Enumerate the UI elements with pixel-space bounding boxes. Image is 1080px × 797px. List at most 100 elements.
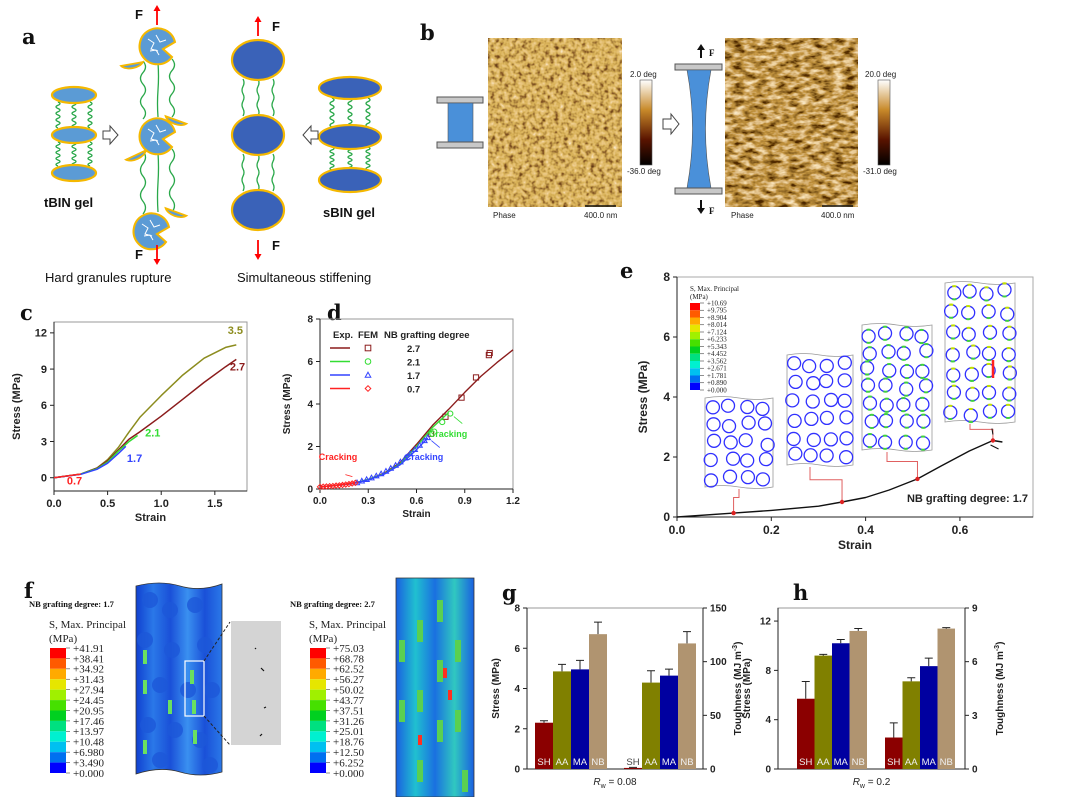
colorbar-band <box>50 710 66 721</box>
right-y-axis-label: Toughness (MJ m-3) <box>732 642 744 736</box>
particle-circle <box>839 410 854 425</box>
annotation-pointer <box>453 416 463 424</box>
colorbar-value: +10.48 <box>73 737 104 749</box>
colorbar-band <box>310 752 326 763</box>
force-arrowhead-icon <box>153 5 161 11</box>
particle-circle <box>786 356 802 371</box>
colorbar-value: +68.78 <box>333 653 364 665</box>
particle <box>164 642 180 658</box>
particle <box>137 632 153 648</box>
bar-SH <box>535 722 553 769</box>
crack-marks <box>254 647 267 737</box>
marker-triangle <box>396 458 404 465</box>
colorbar-value: +17.46 <box>73 716 104 728</box>
polymer-chain <box>156 152 160 213</box>
panel-label-g: g <box>502 580 517 605</box>
polymer-chain <box>55 141 61 167</box>
particle-circle <box>721 419 737 434</box>
legend-header: FEM <box>358 330 378 341</box>
inset-leader-line <box>809 467 843 502</box>
stress-hotspot <box>417 620 423 642</box>
colorbar-band <box>50 752 66 763</box>
legend-header: NB grafting degree <box>384 330 470 341</box>
particle-circle <box>838 450 854 465</box>
colorbar-value: +3.562 <box>707 357 727 365</box>
particle-circle <box>785 393 800 408</box>
bar-MA <box>920 666 938 769</box>
legend-unit: (MPa) <box>309 633 337 645</box>
marker-triangle <box>424 433 432 441</box>
inset-leader-line <box>969 424 994 441</box>
marker-triangle <box>401 454 409 461</box>
particle-circle <box>755 401 770 417</box>
particle-circle <box>837 373 852 388</box>
colorbar-value: +13.97 <box>73 726 104 738</box>
colorbar-band <box>310 700 326 711</box>
y-tick-label: 3 <box>41 436 47 448</box>
bar-category-label: MA <box>834 757 849 768</box>
crack-lines <box>141 219 161 241</box>
error-bar <box>594 621 602 635</box>
stress-strain-curve <box>676 439 1003 518</box>
arrow-right-icon <box>102 124 119 146</box>
error-bar <box>665 668 673 676</box>
x-tick-label: 1.2 <box>506 496 520 507</box>
phase-colorbar <box>639 79 653 166</box>
particle-circle <box>788 374 803 390</box>
polymer-chain <box>139 150 147 215</box>
y-tick-label: 4 <box>307 400 313 411</box>
force-arrowhead-icon <box>153 259 161 265</box>
sbin-gel-label: sBIN gel <box>323 205 375 220</box>
polymer-chain <box>87 101 93 129</box>
polymer-chain <box>168 58 176 118</box>
annotation-pointer <box>431 440 441 448</box>
polymer-chain <box>168 148 176 213</box>
sbin-granule-stretched <box>230 113 286 157</box>
granule-fragment <box>124 148 148 162</box>
granule-fragment <box>119 60 145 70</box>
particle-circle <box>760 437 775 452</box>
stress-hotspot <box>192 700 196 714</box>
zoom-region-box <box>184 660 205 717</box>
tbin-gel-label: tBIN gel <box>44 195 93 210</box>
colorbar-band <box>310 720 326 732</box>
colorbar-value: +10.69 <box>707 299 727 307</box>
sbin-granule <box>317 123 383 151</box>
stress-hotspot <box>143 680 147 694</box>
colorbar-band <box>310 710 326 721</box>
colorbar-band <box>310 731 326 742</box>
polymer-chain <box>55 101 61 129</box>
colorbar-band <box>50 741 66 753</box>
colorbar-value: +41.91 <box>73 643 104 655</box>
marker-diamond <box>348 480 356 487</box>
colorbar-value: +7.124 <box>707 328 727 336</box>
afm-panel: Phase 400.0 nm 2.0 deg -36.0 deg Phase 4… <box>436 38 897 220</box>
bar-category-label: NB <box>591 757 604 768</box>
marker-triangle <box>368 474 375 481</box>
polymer-chain <box>329 97 335 128</box>
tbin-granule <box>50 163 98 183</box>
stress-hotspot <box>437 720 443 742</box>
colorbar-value: +38.41 <box>73 653 104 665</box>
stress-hotspot <box>437 600 443 622</box>
polymer-chain <box>365 97 371 128</box>
y-tick-label: 4 <box>765 715 771 726</box>
stress-hotspot <box>168 700 172 714</box>
y-tick-label: 8 <box>663 270 670 284</box>
grip-top <box>436 96 484 104</box>
colorbar-band <box>690 339 700 347</box>
colorbar-value: +75.03 <box>333 643 364 655</box>
marker-triangle <box>363 475 371 483</box>
colorbar-value: +3.490 <box>73 757 104 769</box>
particle-circle <box>705 400 721 415</box>
right-y-tick-label: 6 <box>972 657 978 668</box>
panel-label-b: b <box>420 20 435 45</box>
crack-lines <box>147 34 167 56</box>
marker-diamond <box>345 480 353 488</box>
panel-label-c: c <box>20 300 33 325</box>
force-arrowhead-icon <box>254 254 262 260</box>
polymer-chain <box>347 97 353 128</box>
bar-NB <box>849 630 867 769</box>
bar-category-label: AA <box>905 757 918 768</box>
